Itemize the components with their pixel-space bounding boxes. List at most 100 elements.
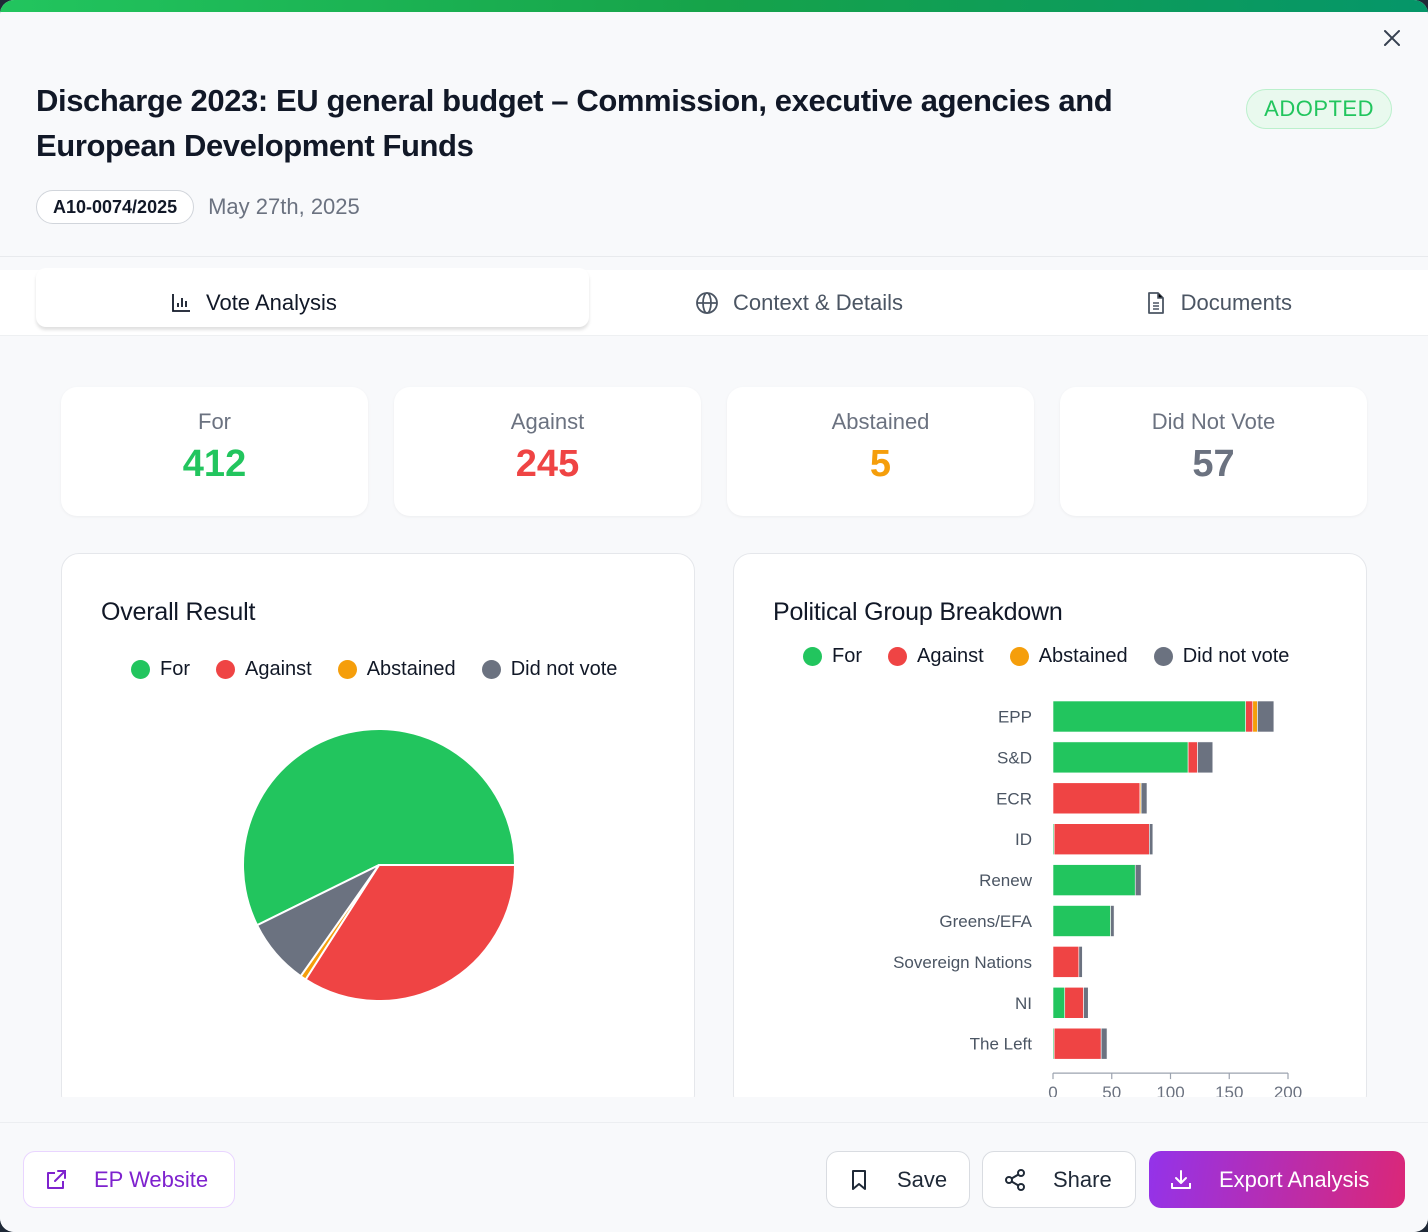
legend-label: Did not vote <box>1182 645 1290 667</box>
legend-item-did-not-vote[interactable]: Did not vote <box>481 658 618 681</box>
stat-label: For <box>198 409 231 434</box>
save-button[interactable]: Save <box>826 1151 970 1208</box>
stacked-bar-chart: EPP S&D ECR ID Renew Greens/EFA Sovereign Nati… <box>893 700 1302 1102</box>
legend-item-against[interactable]: Against <box>888 645 984 668</box>
bar-segment-did-not-vote[interactable] <box>1140 782 1148 815</box>
legend-swatch <box>1153 647 1173 666</box>
x-tick-label: 0 <box>1048 1083 1057 1102</box>
legend-swatch <box>216 660 235 679</box>
legend-item-against[interactable]: Against <box>216 658 312 681</box>
vote-stats: For 412 Against 245 Abstained 5 Did Not … <box>61 387 1367 516</box>
y-tick-label: Renew <box>979 871 1033 890</box>
legend-swatch <box>888 647 907 666</box>
stat-card-against: Against 245 <box>394 387 701 516</box>
bar-segment-did-not-vote[interactable] <box>1083 986 1089 1019</box>
bar-segment-did-not-vote[interactable] <box>1078 946 1083 978</box>
external-link-icon <box>47 1169 66 1189</box>
legend-item-did-not-vote[interactable]: Did not vote <box>1153 645 1290 668</box>
export-analysis-button[interactable]: Export Analysis <box>1149 1151 1405 1208</box>
y-tick-label: The Left <box>970 1035 1033 1054</box>
y-tick-label: NI <box>1015 994 1032 1013</box>
bar-legend: For Against Abstained Did not vote <box>803 645 1289 668</box>
stat-card-did-not-vote: Did Not Vote 57 <box>1060 387 1367 516</box>
tab-documents[interactable]: Documents <box>1009 270 1428 335</box>
button-label: Share <box>1053 1166 1112 1192</box>
share-button[interactable]: Share <box>982 1151 1136 1208</box>
bookmark-icon <box>852 1169 866 1190</box>
stat-card-abstained: Abstained 5 <box>727 387 1034 516</box>
bar-segment-for[interactable] <box>1052 864 1136 896</box>
page-title: Discharge 2023: EU general budget – Comm… <box>36 83 1113 163</box>
pie-slice-for[interactable] <box>242 728 517 927</box>
tab-context-details[interactable]: Context & Details <box>589 270 1008 335</box>
legend-item-for[interactable]: For <box>803 645 862 668</box>
stat-label: Did Not Vote <box>1151 409 1276 434</box>
tab-label: Documents <box>1180 289 1292 315</box>
legend-label: For <box>160 658 190 680</box>
bar-segment-did-not-vote[interactable] <box>1134 864 1142 896</box>
legend-swatch <box>337 660 357 679</box>
legend-item-abstained[interactable]: Abstained <box>337 658 456 681</box>
legend-swatch <box>481 660 501 679</box>
legend-item-for[interactable]: For <box>131 658 190 681</box>
legend-label: Abstained <box>1038 645 1128 667</box>
bar-segment-for[interactable] <box>1052 741 1189 774</box>
stat-value: 412 <box>182 443 247 485</box>
y-tick-label: S&D <box>997 748 1032 767</box>
legend-label: Against <box>917 645 984 667</box>
bar-segment-did-not-vote[interactable] <box>1100 1027 1108 1060</box>
bar-segment-against[interactable] <box>1064 986 1084 1019</box>
ep-website-button[interactable]: EP Website <box>23 1151 235 1208</box>
button-label: EP Website <box>94 1166 209 1192</box>
tab-vote-analysis[interactable]: Vote Analysis <box>0 268 590 335</box>
reference-badge: A10-0074/2025 <box>36 190 195 224</box>
y-tick-label: ECR <box>996 789 1032 808</box>
bar-segment-against[interactable] <box>1052 782 1141 815</box>
modal-header: Discharge 2023: EU general budget – Comm… <box>0 12 1428 257</box>
bar-segment-abstained[interactable] <box>1252 700 1258 733</box>
close-icon <box>1384 30 1400 46</box>
tab-label: Context & Details <box>733 289 903 315</box>
bar-segment-against[interactable] <box>1052 946 1080 978</box>
legend-swatch <box>1009 647 1029 666</box>
legend-label: Did not vote <box>510 658 618 680</box>
bar-segment-against[interactable] <box>1053 823 1150 856</box>
legend-item-abstained[interactable]: Abstained <box>1009 645 1128 668</box>
y-tick-label: ID <box>1015 830 1032 849</box>
status-accent-bar <box>0 0 1428 12</box>
bar-segment-did-not-vote[interactable] <box>1197 741 1214 774</box>
stat-label: Abstained <box>831 409 930 434</box>
bar-segment-for[interactable] <box>1052 905 1111 937</box>
tab-bar: Vote Analysis Context & Details Document… <box>0 268 1428 336</box>
bar-chart-icon <box>172 293 190 312</box>
overall-result-panel: Overall Result For Against Abstained Did… <box>61 553 695 1113</box>
vote-date: May 27th, 2025 <box>208 194 360 219</box>
bar-segment-against[interactable] <box>1245 700 1254 733</box>
pie-slice-did-not-vote[interactable] <box>255 864 380 978</box>
chart-title: Political Group Breakdown <box>773 598 1063 626</box>
button-label: Save <box>897 1166 948 1192</box>
document-icon <box>1147 291 1164 314</box>
bar-segment-did-not-vote[interactable] <box>1110 905 1115 937</box>
bar-segment-for[interactable] <box>1052 986 1066 1019</box>
close-button[interactable] <box>1378 24 1406 52</box>
legend-swatch <box>803 647 822 666</box>
bar-segment-did-not-vote[interactable] <box>1149 823 1154 856</box>
legend-label: Abstained <box>366 658 456 680</box>
bar-segment-against[interactable] <box>1053 1027 1102 1060</box>
scroll-fade <box>0 1097 1428 1122</box>
y-tick-label: Greens/EFA <box>939 912 1032 931</box>
stat-label: Against <box>510 409 585 434</box>
bar-segment-against[interactable] <box>1187 741 1198 774</box>
stat-card-for: For 412 <box>61 387 368 516</box>
bar-segment-did-not-vote[interactable] <box>1257 700 1275 733</box>
stat-value: 245 <box>515 443 580 485</box>
y-tick-label: Sovereign Nations <box>893 953 1032 972</box>
group-breakdown-panel: Political Group Breakdown For Against Ab… <box>733 553 1367 1113</box>
meta-row: A10-0074/2025 May 27th, 2025 <box>36 190 1392 224</box>
chart-title: Overall Result <box>101 598 256 626</box>
bar-segment-for[interactable] <box>1052 700 1246 733</box>
status-badge: ADOPTED <box>1246 89 1392 129</box>
modal-footer: EP Website Save Share Export Analysis <box>0 1122 1428 1232</box>
